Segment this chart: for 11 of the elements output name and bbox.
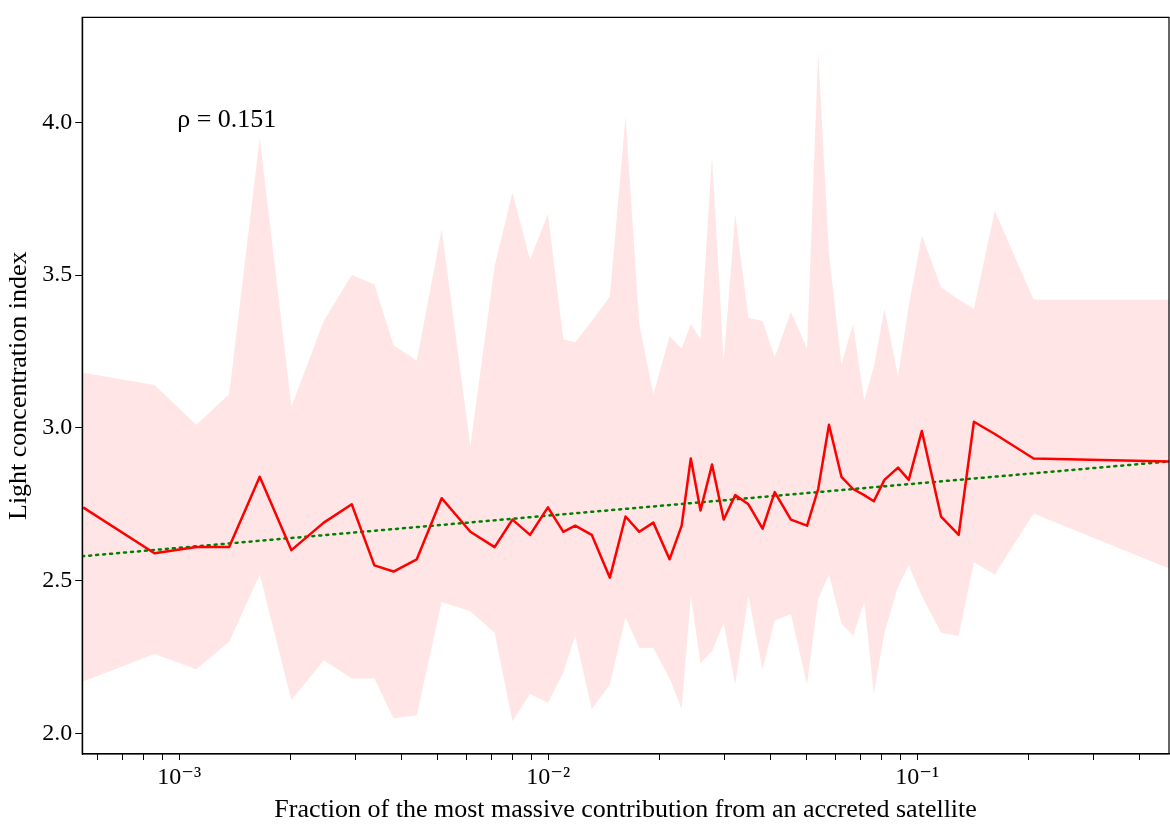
y-tick-label: 4.0 xyxy=(42,107,73,134)
y-tick-label: 3.0 xyxy=(42,413,73,440)
annotation: ρ = 0.151 xyxy=(177,104,277,134)
x-axis-title: Fraction of the most massive contribution from an accreted satellite xyxy=(274,794,977,824)
x-tick-label: 10⁻¹ xyxy=(895,762,940,789)
x-tick-label: 10⁻² xyxy=(526,762,571,789)
y-tick-label: 3.5 xyxy=(42,260,73,287)
y-tick-label: 2.0 xyxy=(42,718,73,745)
x-tick-label: 10⁻³ xyxy=(157,762,202,789)
y-tick-label: 2.5 xyxy=(42,566,73,592)
y-axis-title: Light concentration index xyxy=(3,251,33,520)
